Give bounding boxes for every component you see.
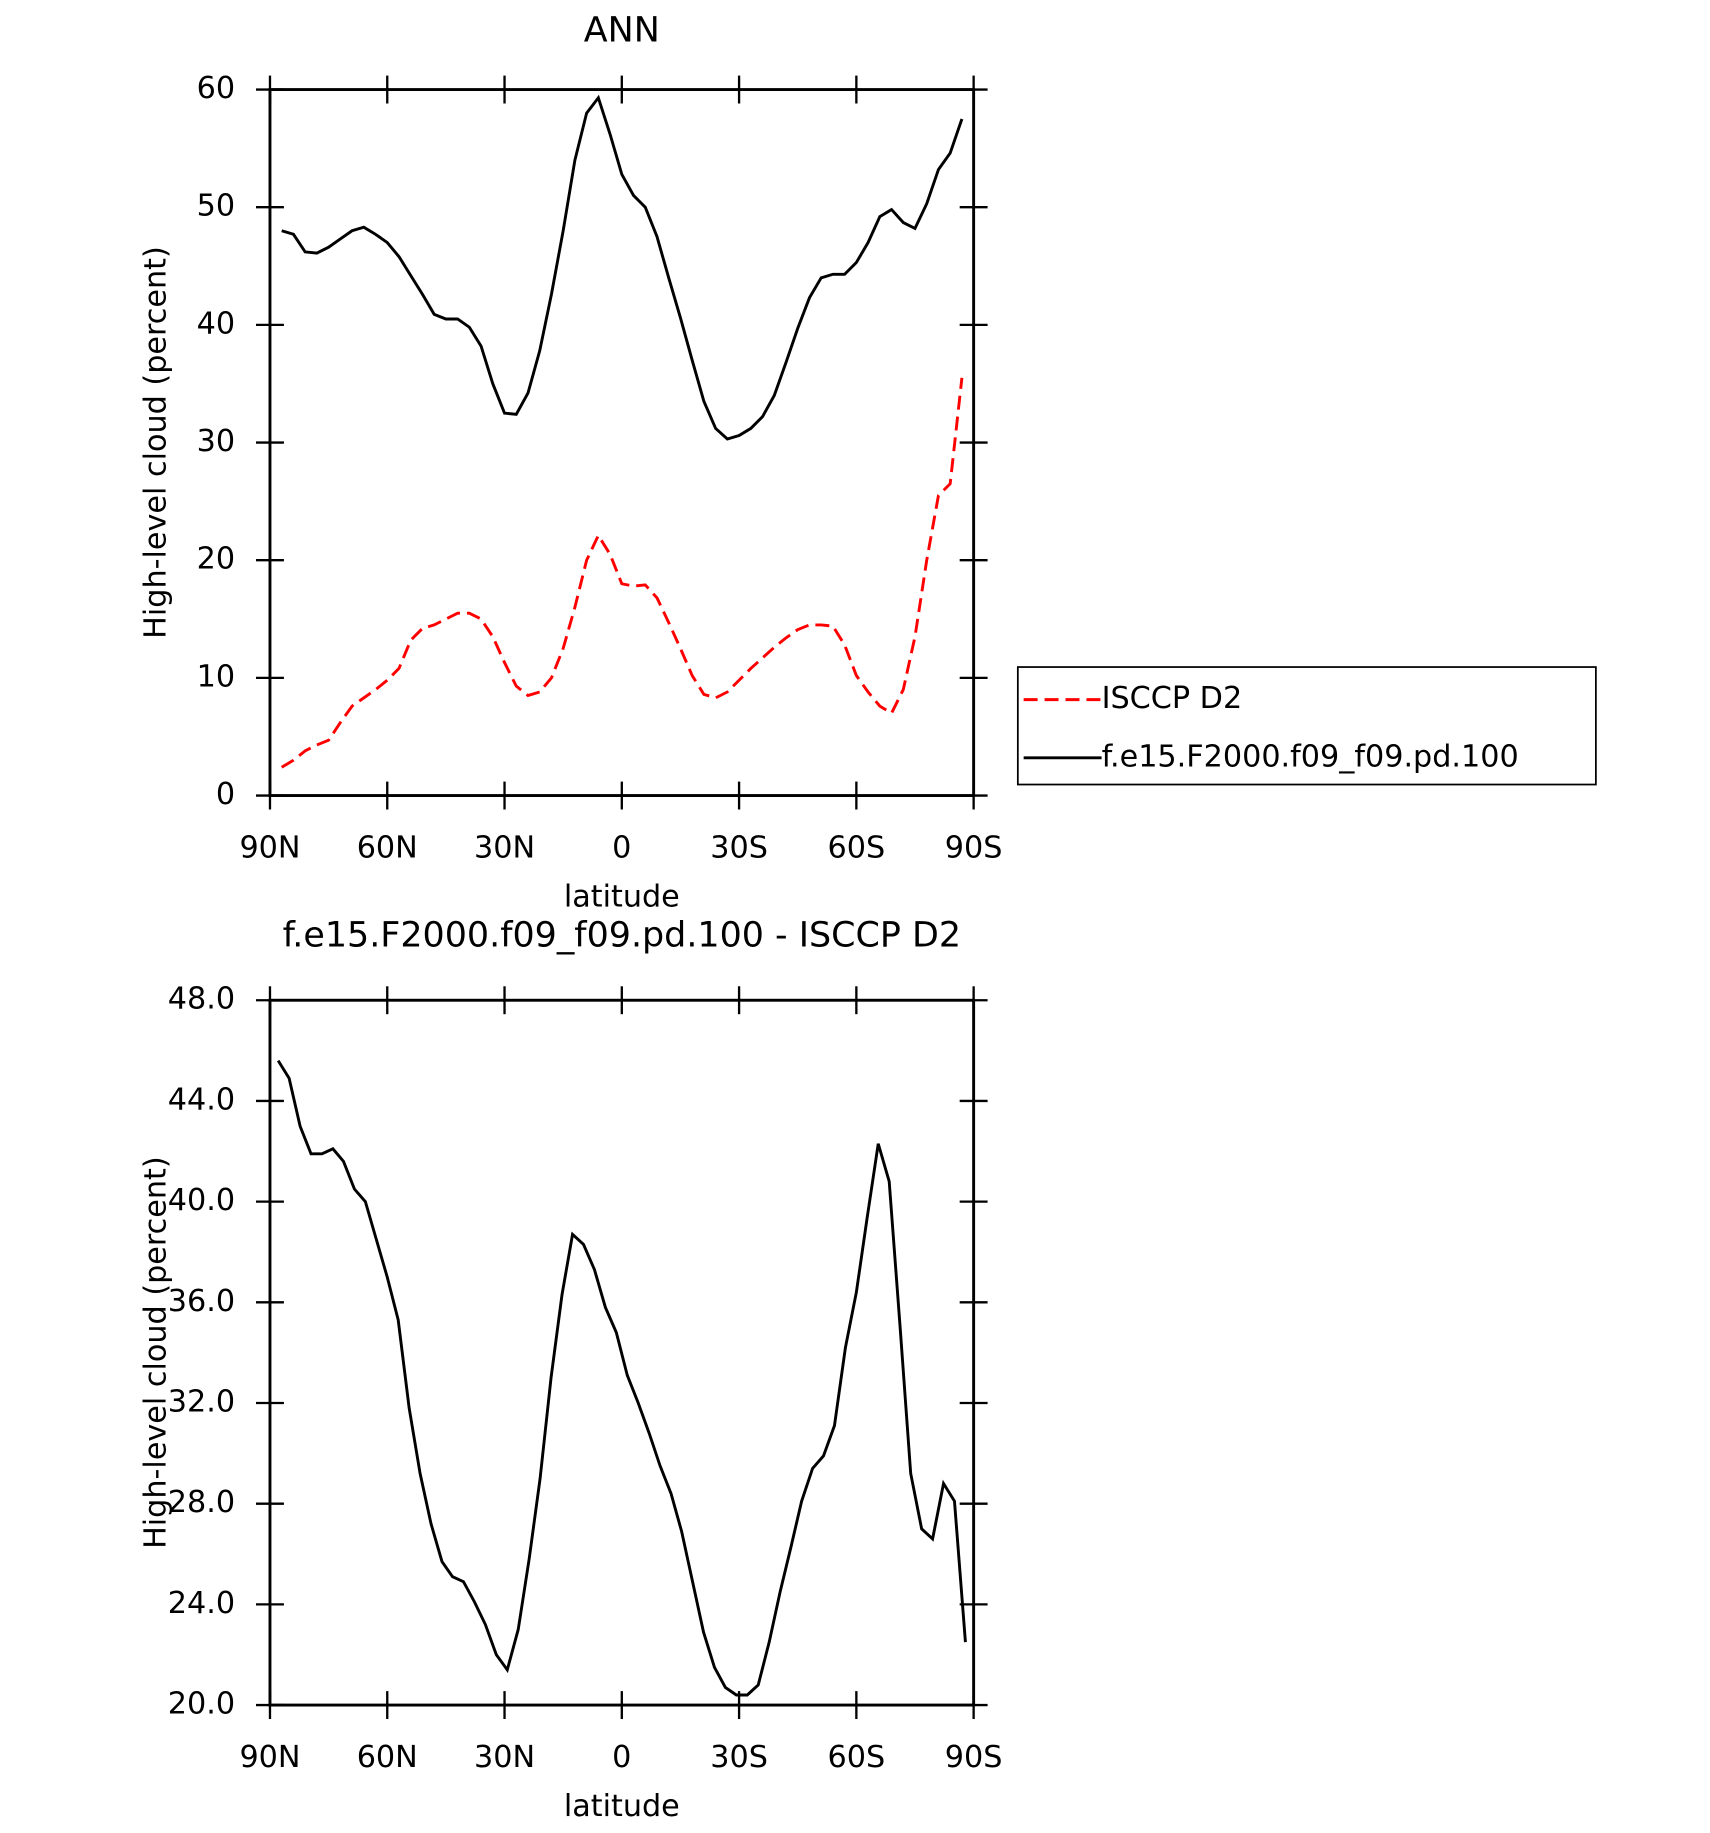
x-tick-label: 90S (945, 1740, 1003, 1775)
legend-label: ISCCP D2 (1102, 681, 1243, 716)
y-tick-label: 48.0 (168, 982, 235, 1017)
x-tick-label: 90S (945, 831, 1003, 866)
y-tick-label: 24.0 (168, 1586, 235, 1621)
y-tick-label: 20.0 (168, 1687, 235, 1722)
legend-label: f.e15.F2000.f09_f09.pd.100 (1102, 739, 1519, 774)
x-tick-label: 60S (828, 1740, 886, 1775)
y-tick-label: 44.0 (168, 1082, 235, 1117)
x-tick-label: 90N (239, 1740, 300, 1775)
y-axis-label: High-level cloud (percent) (139, 246, 174, 639)
plot-frame (268, 998, 976, 1707)
y-tick-label: 0 (216, 777, 235, 812)
x-tick-label: 60S (828, 831, 886, 866)
plot-frame (268, 88, 976, 797)
x-tick-label: 30S (710, 831, 768, 866)
y-tick-label: 50 (197, 189, 235, 224)
y-tick-label: 40 (197, 306, 235, 341)
data-line (276, 1059, 967, 1697)
legend-box (1016, 666, 1597, 786)
x-tick-label: 30N (474, 831, 535, 866)
y-tick-label: 20 (197, 542, 235, 577)
x-tick-label: 30S (710, 1740, 768, 1775)
chart-title: ANN (584, 10, 660, 50)
data-line (281, 94, 964, 441)
y-tick-label: 30 (197, 424, 235, 459)
data-line (280, 377, 964, 769)
x-tick-label: 30N (474, 1740, 535, 1775)
y-tick-label: 36.0 (168, 1284, 235, 1319)
y-axis-label: High-level cloud (percent) (139, 1156, 174, 1549)
x-tick-label: 90N (239, 831, 300, 866)
y-tick-label: 32.0 (168, 1384, 235, 1419)
x-tick-label: 60N (357, 1740, 418, 1775)
x-axis-label: latitude (564, 1789, 680, 1824)
y-tick-label: 60 (197, 71, 235, 106)
chart-title: f.e15.F2000.f09_f09.pd.100 - ISCCP D2 (283, 915, 961, 955)
x-tick-label: 0 (612, 831, 631, 866)
y-tick-label: 40.0 (168, 1183, 235, 1218)
y-tick-label: 10 (197, 659, 235, 694)
x-tick-label: 60N (357, 831, 418, 866)
x-axis-label: latitude (564, 879, 680, 914)
y-tick-label: 28.0 (168, 1485, 235, 1520)
x-tick-label: 0 (612, 1740, 631, 1775)
